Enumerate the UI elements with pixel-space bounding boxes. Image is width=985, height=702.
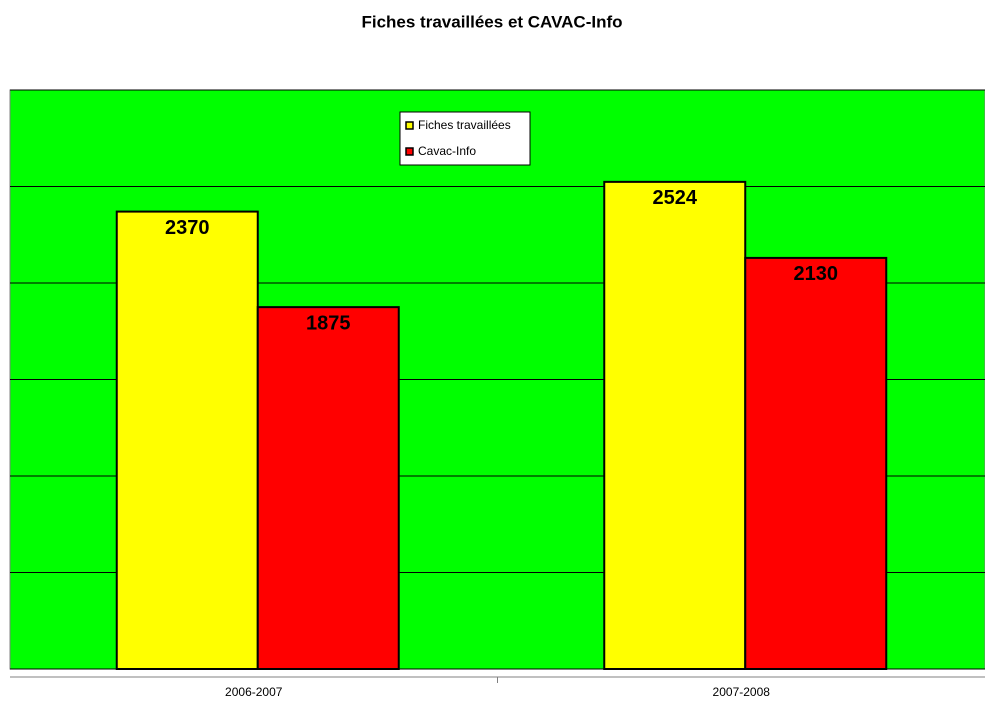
- legend-label: Fiches travaillées: [418, 118, 511, 132]
- chart-title: Fiches travaillées et CAVAC-Info: [361, 12, 622, 31]
- bar: [115, 210, 259, 670]
- data-label: 1875: [306, 312, 351, 334]
- data-label: 2130: [794, 263, 839, 285]
- x-tick-label: 2007-2008: [713, 685, 771, 699]
- legend-swatch: [405, 121, 414, 130]
- bar: [744, 256, 888, 670]
- legend-swatch: [405, 147, 414, 156]
- legend: Fiches travaillées Cavac-Info: [399, 111, 531, 166]
- data-label: 2524: [653, 187, 698, 209]
- bar: [603, 180, 747, 670]
- bar: [256, 306, 400, 670]
- legend-label: Cavac-Info: [418, 144, 476, 158]
- data-label: 2370: [165, 217, 210, 239]
- legend-box: [399, 111, 531, 166]
- x-tick-label: 2006-2007: [225, 685, 283, 699]
